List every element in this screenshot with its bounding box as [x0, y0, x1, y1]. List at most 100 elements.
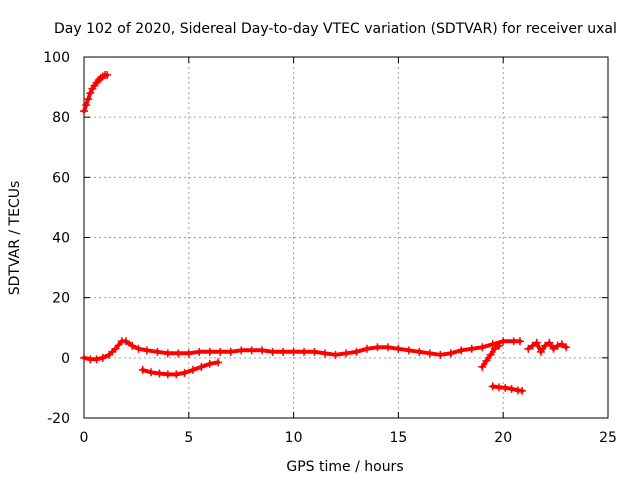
y-tick-label: 80	[52, 110, 70, 126]
y-tick-label: 20	[52, 291, 70, 307]
data-point	[549, 344, 558, 353]
x-tick-label: 25	[599, 430, 617, 446]
data-point	[147, 368, 156, 377]
grid-lines	[84, 57, 608, 418]
data-point	[214, 358, 223, 367]
data-point	[105, 350, 114, 359]
series-late-ramp	[478, 341, 504, 371]
data-point	[121, 337, 130, 346]
x-axis-label: GPS time / hours	[286, 459, 403, 475]
data-point	[425, 349, 434, 358]
series-early-high	[80, 71, 112, 116]
x-tick-label: 5	[184, 430, 193, 446]
data-point	[404, 346, 413, 355]
data-point	[518, 386, 527, 395]
data-point	[352, 347, 361, 356]
data-point	[541, 341, 550, 350]
data-point	[80, 353, 88, 362]
data-point	[457, 346, 466, 355]
data-point	[467, 344, 476, 353]
data-point	[163, 349, 172, 358]
data-point	[80, 107, 88, 116]
data-point	[138, 365, 147, 374]
data-point	[331, 350, 340, 359]
data-point	[478, 343, 487, 352]
data-point	[103, 71, 112, 80]
data-point	[247, 346, 256, 355]
data-point	[524, 344, 533, 353]
data-point	[195, 347, 204, 356]
data-point	[205, 359, 214, 368]
data-point	[562, 343, 571, 352]
data-point	[142, 346, 151, 355]
data-point	[197, 362, 206, 371]
data-point	[321, 349, 330, 358]
data-point	[111, 344, 120, 353]
data-point	[98, 353, 107, 362]
data-point	[279, 347, 288, 356]
data-point	[557, 340, 566, 349]
series-main-trace	[80, 337, 524, 364]
x-tick-label: 0	[80, 430, 89, 446]
data-point	[488, 382, 497, 391]
data-point	[394, 344, 403, 353]
data-point	[258, 346, 267, 355]
series-end-block	[524, 338, 571, 356]
data-point	[478, 362, 487, 371]
data-point	[289, 347, 298, 356]
data-point	[488, 340, 497, 349]
data-point	[134, 344, 143, 353]
data-point	[172, 370, 181, 379]
data-point	[482, 356, 491, 365]
data-point	[226, 347, 235, 356]
axis-ticks: 0 5 10 15 20 25 -20 0 20 40 60 80 100	[43, 50, 617, 446]
series-low-dip	[138, 358, 223, 379]
data-point	[373, 343, 382, 352]
data-point	[84, 95, 93, 104]
data-point	[536, 347, 545, 356]
data-point	[490, 344, 499, 353]
data-point	[205, 347, 214, 356]
data-point	[545, 338, 554, 347]
x-tick-label: 15	[389, 430, 407, 446]
data-point	[86, 89, 95, 98]
data-point	[501, 383, 510, 392]
data-point	[180, 368, 189, 377]
data-point	[507, 384, 516, 393]
data-point	[495, 341, 504, 350]
data-point	[184, 349, 193, 358]
x-tick-label: 20	[494, 430, 512, 446]
y-tick-label: 40	[52, 231, 70, 247]
data-point	[342, 349, 350, 358]
data-point	[486, 350, 495, 359]
series-late-negative	[488, 382, 527, 395]
y-tick-label: 60	[52, 170, 70, 186]
data-point	[415, 347, 424, 356]
data-point	[237, 346, 246, 355]
data-point	[515, 337, 524, 346]
y-axis-label: SDTVAR / TECUs	[7, 181, 23, 296]
data-point	[362, 344, 371, 353]
data-point	[128, 341, 137, 350]
data-point	[436, 350, 445, 359]
y-tick-label: 100	[43, 50, 70, 66]
series-trace	[140, 360, 221, 377]
chart-title: Day 102 of 2020, Sidereal Day-to-day VTE…	[54, 21, 617, 37]
data-point	[174, 349, 183, 358]
data-point	[188, 365, 197, 374]
data-marks	[80, 71, 571, 395]
data-point	[268, 347, 277, 356]
data-point	[532, 338, 541, 347]
data-point	[82, 101, 91, 110]
data-point	[153, 347, 162, 356]
data-point	[92, 355, 101, 364]
data-point	[216, 347, 225, 356]
data-point	[553, 341, 562, 350]
y-tick-label: -20	[47, 411, 70, 427]
data-point	[300, 347, 309, 356]
data-point	[155, 369, 164, 378]
x-tick-label: 10	[285, 430, 303, 446]
data-point	[499, 337, 508, 346]
data-point	[528, 341, 537, 350]
data-point	[163, 370, 172, 379]
